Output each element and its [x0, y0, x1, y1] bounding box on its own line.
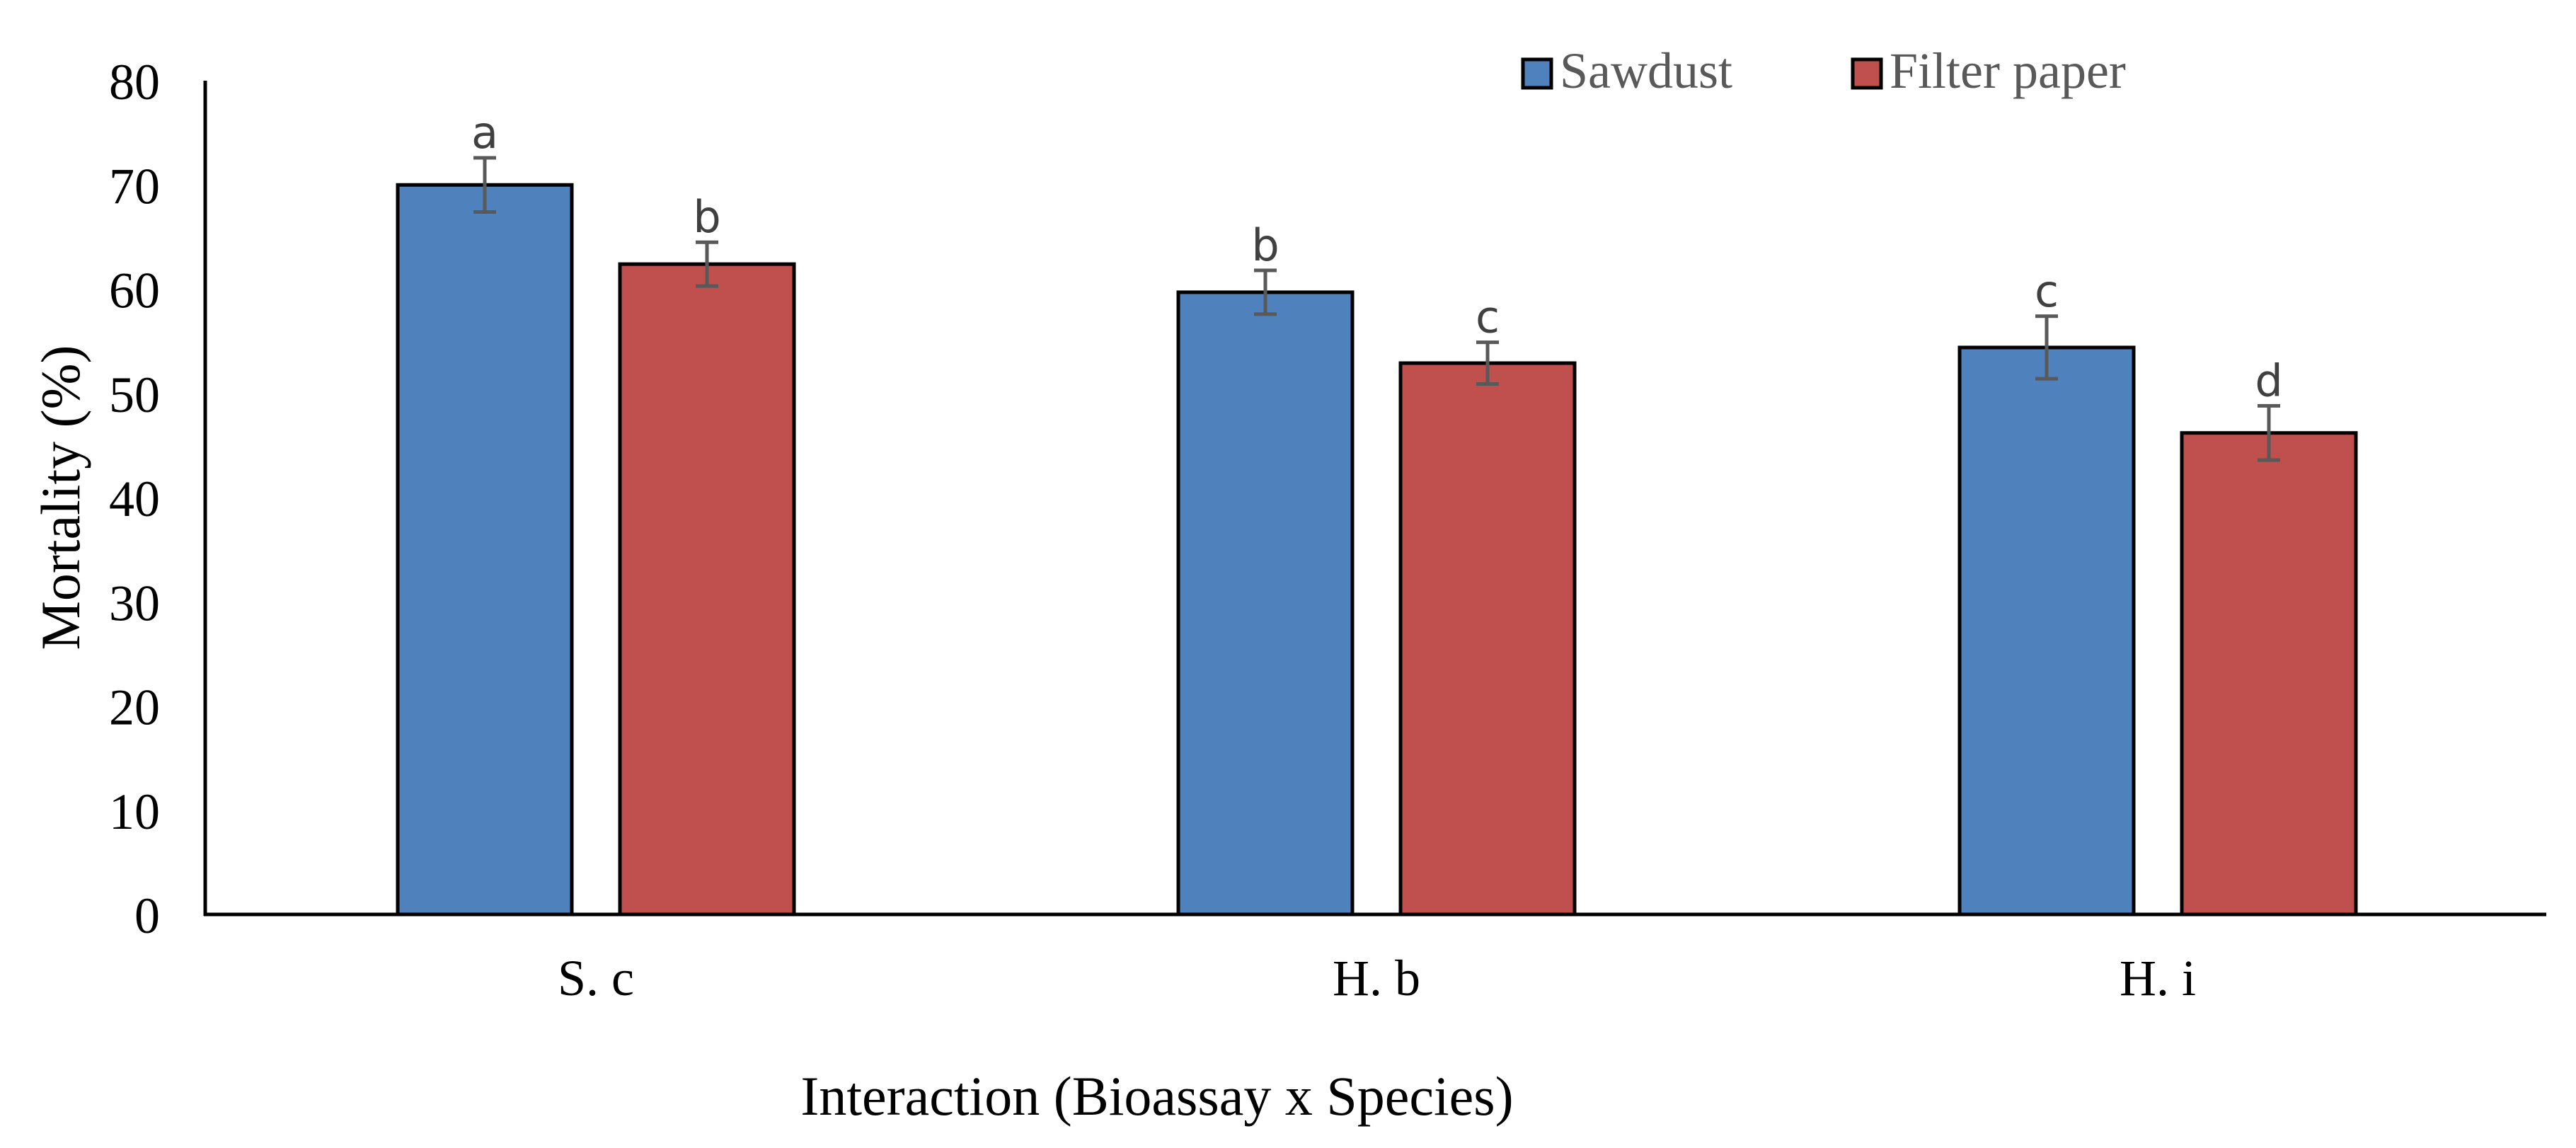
legend: Sawdust Filter paper — [1521, 42, 2126, 99]
x-tick-label: H. i — [2120, 950, 2196, 1006]
legend-item: Sawdust — [1521, 42, 1732, 99]
bar — [2180, 431, 2358, 917]
error-bar — [1254, 268, 1277, 316]
error-bar — [696, 240, 718, 288]
y-tick-label: 70 — [109, 158, 160, 214]
y-tick-label: 60 — [109, 263, 160, 319]
legend-swatch — [1521, 57, 1553, 90]
error-bar — [2258, 403, 2280, 462]
y-tick-label: 80 — [109, 54, 160, 110]
y-axis-label: Mortality (%) — [30, 345, 91, 650]
axes — [203, 81, 2546, 917]
significance-letter: d — [2255, 355, 2282, 406]
x-tick-label: S. c — [558, 950, 634, 1006]
significance-letter: c — [2035, 265, 2059, 317]
significance-letter: b — [1251, 219, 1279, 271]
y-tick-label: 30 — [109, 575, 160, 631]
y-tick-label: 40 — [109, 471, 160, 527]
bar — [618, 262, 796, 917]
legend-swatch — [1851, 57, 1883, 90]
significance-letter: b — [693, 191, 720, 243]
y-tick-label: 50 — [109, 367, 160, 423]
significance-letter: c — [1476, 292, 1500, 343]
bar — [1398, 361, 1577, 917]
error-bar — [473, 156, 496, 214]
bar — [1176, 290, 1355, 917]
y-tick-label: 0 — [134, 888, 160, 944]
x-tick-labels: S. c H. b H. i — [558, 950, 2196, 1006]
error-bar — [1476, 340, 1499, 386]
bar — [396, 183, 574, 917]
y-tick-label: 20 — [109, 679, 160, 736]
legend-label: Filter paper — [1890, 42, 2126, 99]
y-tick-labels: 0 10 20 30 40 50 60 70 80 — [109, 54, 160, 944]
legend-label: Sawdust — [1560, 42, 1732, 99]
bars: a b c b c d — [396, 107, 2358, 917]
bar — [1957, 345, 2136, 917]
error-bar — [2035, 314, 2058, 381]
y-tick-label: 10 — [109, 783, 160, 840]
significance-letter: a — [471, 107, 498, 159]
x-tick-label: H. b — [1333, 950, 1420, 1006]
legend-item: Filter paper — [1851, 42, 2126, 99]
x-axis-label: Interaction (Bioassay x Species) — [800, 1065, 1513, 1127]
